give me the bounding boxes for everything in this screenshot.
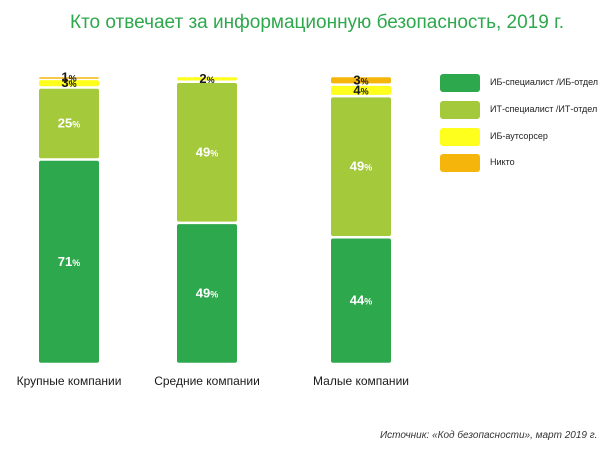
legend-swatch — [440, 154, 480, 172]
bar-segment — [39, 88, 99, 159]
category-label: Крупные компании — [16, 374, 122, 388]
data-label: 3% — [353, 72, 368, 87]
category-label: Средние компании — [154, 374, 260, 388]
data-label: 44% — [350, 293, 372, 308]
data-label: 4% — [353, 82, 368, 97]
legend-label: ИБ-аутсорсер — [490, 131, 548, 141]
bar-segment — [331, 77, 391, 84]
bar-segment — [331, 238, 391, 363]
bar-segment — [177, 77, 237, 81]
data-label: 49% — [350, 159, 372, 174]
legend-swatch — [440, 74, 480, 92]
legend-swatch — [440, 101, 480, 119]
category-label: Малые компании — [313, 374, 409, 388]
bar-segment — [331, 97, 391, 237]
bar-segment — [39, 80, 99, 87]
bar-segment — [177, 224, 237, 363]
source-note: Источник: «Код безопасности», март 2019 … — [380, 430, 598, 441]
data-label: 49% — [196, 144, 218, 159]
legend-item: ИТ-специалист /ИТ-отдел — [440, 101, 600, 119]
data-label: 49% — [196, 285, 218, 300]
data-label: 2% — [199, 71, 214, 86]
bar-segment — [39, 160, 99, 363]
data-label: 71% — [58, 254, 80, 269]
data-label: 25% — [58, 116, 80, 131]
chart-title: Кто отвечает за информационную безопасно… — [70, 12, 564, 33]
legend-item: ИБ-аутсорсер — [440, 128, 600, 146]
legend-label: ИТ-специалист /ИТ-отдел — [490, 104, 598, 114]
legend-label: Никто — [490, 157, 515, 167]
bar-segment — [177, 83, 237, 222]
legend-label: ИБ-специалист /ИБ-отдел — [490, 77, 599, 87]
legend-swatch — [440, 128, 480, 146]
legend-item: Никто — [440, 154, 600, 172]
bar-segment — [331, 85, 391, 95]
data-label: 1% — [61, 69, 76, 84]
bar-segment — [39, 77, 99, 79]
legend-item: ИБ-специалист /ИБ-отдел — [440, 74, 600, 92]
data-label: 3% — [61, 75, 76, 90]
